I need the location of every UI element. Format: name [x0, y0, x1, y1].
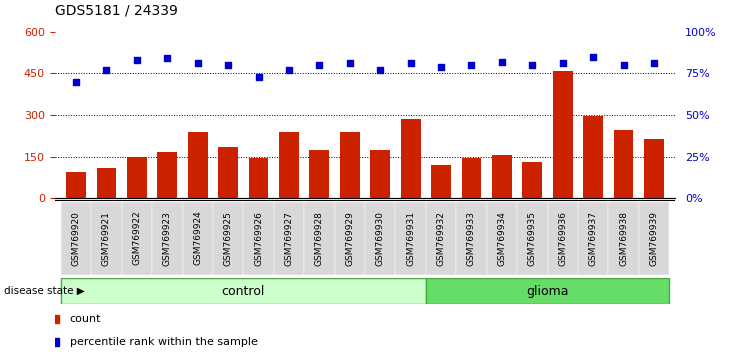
FancyBboxPatch shape	[91, 201, 122, 275]
Point	[253, 74, 264, 80]
FancyBboxPatch shape	[396, 201, 426, 275]
Bar	[553, 71, 572, 198]
Text: glioma: glioma	[526, 285, 569, 298]
FancyBboxPatch shape	[243, 201, 274, 275]
Text: GSM769925: GSM769925	[223, 211, 233, 266]
Text: GSM769935: GSM769935	[528, 211, 537, 266]
FancyBboxPatch shape	[122, 201, 152, 275]
Bar	[523, 162, 542, 198]
FancyBboxPatch shape	[274, 201, 304, 275]
Point	[131, 57, 143, 63]
Text: GSM769927: GSM769927	[285, 211, 293, 266]
FancyBboxPatch shape	[365, 201, 396, 275]
Text: GSM769930: GSM769930	[376, 211, 385, 266]
Bar	[188, 132, 207, 198]
FancyBboxPatch shape	[517, 201, 548, 275]
FancyBboxPatch shape	[608, 201, 639, 275]
Text: GSM769939: GSM769939	[650, 211, 658, 266]
Point	[314, 62, 326, 68]
Bar	[583, 116, 603, 198]
Point	[648, 61, 660, 66]
FancyBboxPatch shape	[213, 201, 243, 275]
Bar	[158, 153, 177, 198]
Bar	[431, 165, 451, 198]
Point	[192, 61, 204, 66]
Bar	[644, 139, 664, 198]
Point	[557, 61, 569, 66]
Bar	[249, 158, 269, 198]
Bar	[401, 119, 420, 198]
Text: GSM769937: GSM769937	[588, 211, 598, 266]
Point	[618, 62, 629, 68]
FancyBboxPatch shape	[152, 201, 182, 275]
Text: GSM769929: GSM769929	[345, 211, 354, 266]
Text: GSM769931: GSM769931	[406, 211, 415, 266]
Text: percentile rank within the sample: percentile rank within the sample	[69, 337, 258, 347]
Point	[283, 67, 295, 73]
Point	[374, 67, 386, 73]
Point	[405, 61, 417, 66]
FancyBboxPatch shape	[182, 201, 213, 275]
Text: GSM769938: GSM769938	[619, 211, 628, 266]
Text: GSM769934: GSM769934	[497, 211, 507, 266]
Point	[70, 79, 82, 85]
Bar	[370, 150, 390, 198]
FancyBboxPatch shape	[61, 201, 91, 275]
Bar	[461, 158, 481, 198]
Text: GSM769924: GSM769924	[193, 211, 202, 266]
Text: GSM769932: GSM769932	[437, 211, 445, 266]
Text: GSM769926: GSM769926	[254, 211, 263, 266]
FancyBboxPatch shape	[426, 201, 456, 275]
Point	[466, 62, 477, 68]
FancyBboxPatch shape	[334, 201, 365, 275]
Text: disease state ▶: disease state ▶	[4, 286, 85, 296]
Point	[344, 61, 356, 66]
FancyBboxPatch shape	[426, 278, 669, 304]
Bar	[218, 147, 238, 198]
Bar	[340, 132, 360, 198]
Text: GSM769922: GSM769922	[132, 211, 142, 266]
FancyBboxPatch shape	[304, 201, 334, 275]
Text: control: control	[222, 285, 265, 298]
Bar	[279, 132, 299, 198]
FancyBboxPatch shape	[639, 201, 669, 275]
FancyBboxPatch shape	[578, 201, 608, 275]
Bar	[310, 150, 329, 198]
Bar	[127, 156, 147, 198]
Text: count: count	[69, 314, 101, 324]
Point	[526, 62, 538, 68]
Bar	[96, 168, 116, 198]
Text: GSM769923: GSM769923	[163, 211, 172, 266]
Bar	[492, 155, 512, 198]
FancyBboxPatch shape	[456, 201, 487, 275]
Text: GDS5181 / 24339: GDS5181 / 24339	[55, 4, 177, 18]
Bar	[66, 172, 86, 198]
Text: GSM769920: GSM769920	[72, 211, 80, 266]
Point	[223, 62, 234, 68]
Text: GSM769933: GSM769933	[467, 211, 476, 266]
Point	[496, 59, 508, 65]
Point	[435, 64, 447, 70]
Bar	[614, 130, 634, 198]
Point	[101, 67, 112, 73]
FancyBboxPatch shape	[61, 278, 426, 304]
Text: GSM769921: GSM769921	[102, 211, 111, 266]
FancyBboxPatch shape	[487, 201, 517, 275]
FancyBboxPatch shape	[548, 201, 578, 275]
Text: GSM769936: GSM769936	[558, 211, 567, 266]
Text: GSM769928: GSM769928	[315, 211, 324, 266]
Point	[161, 56, 173, 61]
Point	[587, 54, 599, 59]
